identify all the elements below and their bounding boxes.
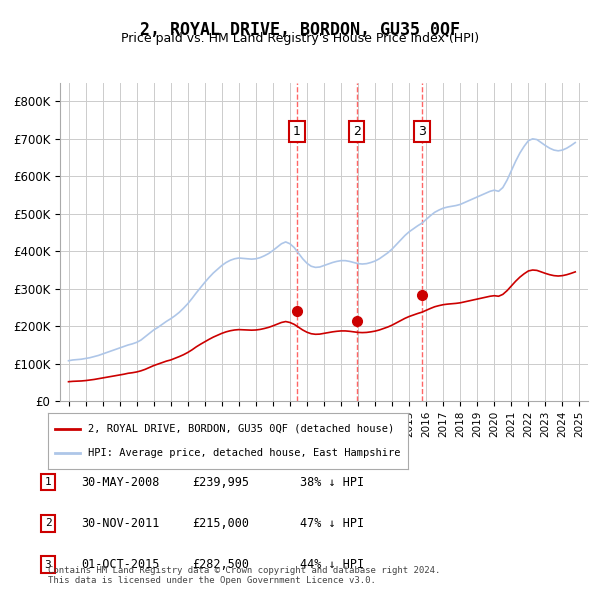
Text: Price paid vs. HM Land Registry's House Price Index (HPI): Price paid vs. HM Land Registry's House … bbox=[121, 32, 479, 45]
Text: 30-NOV-2011: 30-NOV-2011 bbox=[81, 517, 160, 530]
Text: 1: 1 bbox=[293, 125, 301, 138]
Text: 2, ROYAL DRIVE, BORDON, GU35 0QF (detached house): 2, ROYAL DRIVE, BORDON, GU35 0QF (detach… bbox=[88, 424, 394, 434]
Text: 2: 2 bbox=[353, 125, 361, 138]
Text: HPI: Average price, detached house, East Hampshire: HPI: Average price, detached house, East… bbox=[88, 448, 400, 458]
Text: 38% ↓ HPI: 38% ↓ HPI bbox=[300, 476, 364, 489]
Text: 1: 1 bbox=[44, 477, 52, 487]
Text: 2: 2 bbox=[44, 519, 52, 528]
Text: 3: 3 bbox=[418, 125, 426, 138]
Text: 2, ROYAL DRIVE, BORDON, GU35 0QF: 2, ROYAL DRIVE, BORDON, GU35 0QF bbox=[140, 21, 460, 39]
Text: 3: 3 bbox=[44, 560, 52, 569]
Text: 47% ↓ HPI: 47% ↓ HPI bbox=[300, 517, 364, 530]
Text: Contains HM Land Registry data © Crown copyright and database right 2024.
This d: Contains HM Land Registry data © Crown c… bbox=[48, 566, 440, 585]
Text: £215,000: £215,000 bbox=[192, 517, 249, 530]
Text: 01-OCT-2015: 01-OCT-2015 bbox=[81, 558, 160, 571]
Text: 30-MAY-2008: 30-MAY-2008 bbox=[81, 476, 160, 489]
Text: £282,500: £282,500 bbox=[192, 558, 249, 571]
Text: 44% ↓ HPI: 44% ↓ HPI bbox=[300, 558, 364, 571]
Text: £239,995: £239,995 bbox=[192, 476, 249, 489]
